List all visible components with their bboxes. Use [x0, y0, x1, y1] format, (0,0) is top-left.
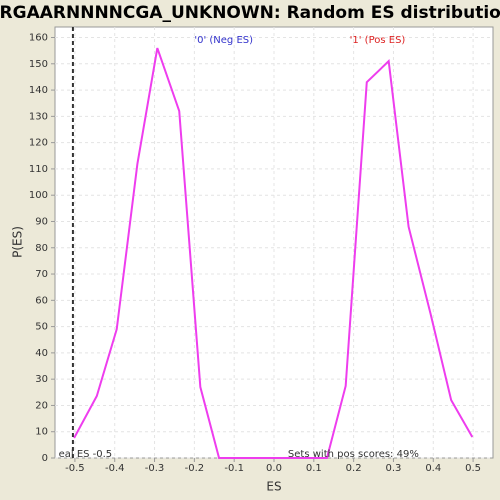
x-tick-label: 0.4 — [425, 463, 441, 474]
y-tick-label: 140 — [29, 85, 48, 96]
y-tick-label: 150 — [29, 59, 48, 70]
y-tick-label: 160 — [29, 33, 48, 44]
y-tick-label: 110 — [29, 164, 48, 175]
x-tick-label: -0.2 — [185, 463, 205, 474]
x-tick-label: 0.0 — [266, 463, 282, 474]
series-line — [73, 47, 474, 459]
y-tick-label: 90 — [35, 216, 48, 227]
y-axis-label: P(ES) — [11, 226, 25, 258]
y-tick-label: 20 — [35, 400, 48, 411]
chart-title: CRGAARNNNNCGA_UNKNOWN: Random ES distrib… — [0, 3, 500, 23]
x-tick-label: 0.3 — [386, 463, 402, 474]
y-tick-label: 80 — [35, 243, 48, 254]
x-tick-label: -0.1 — [224, 463, 244, 474]
y-tick-label: 50 — [35, 322, 48, 333]
y-tick-label: 70 — [35, 269, 48, 280]
y-tick-label: 120 — [29, 138, 48, 149]
x-tick-label: -0.3 — [145, 463, 165, 474]
y-tick-label: 10 — [35, 427, 48, 438]
y-tick-label: 130 — [29, 111, 48, 122]
y-tick-label: 0 — [42, 453, 48, 464]
annotation: Sets with pos scores: 49% — [288, 449, 419, 460]
x-tick-label: 0.5 — [465, 463, 481, 474]
y-tick-label: 30 — [35, 374, 48, 385]
annotation: '0' (Neg ES) — [194, 35, 253, 46]
y-tick-label: 60 — [35, 295, 48, 306]
annotation: '1' (Pos ES) — [350, 35, 406, 46]
x-tick-label: 0.1 — [306, 463, 322, 474]
annotation: eal ES -0.5 — [59, 449, 113, 460]
x-tick-label: 0.2 — [346, 463, 362, 474]
x-tick-label: -0.4 — [105, 463, 125, 474]
y-tick-label: 40 — [35, 348, 48, 359]
x-tick-label: -0.5 — [65, 463, 85, 474]
x-axis-label: ES — [266, 480, 281, 494]
y-tick-label: 100 — [29, 190, 48, 201]
